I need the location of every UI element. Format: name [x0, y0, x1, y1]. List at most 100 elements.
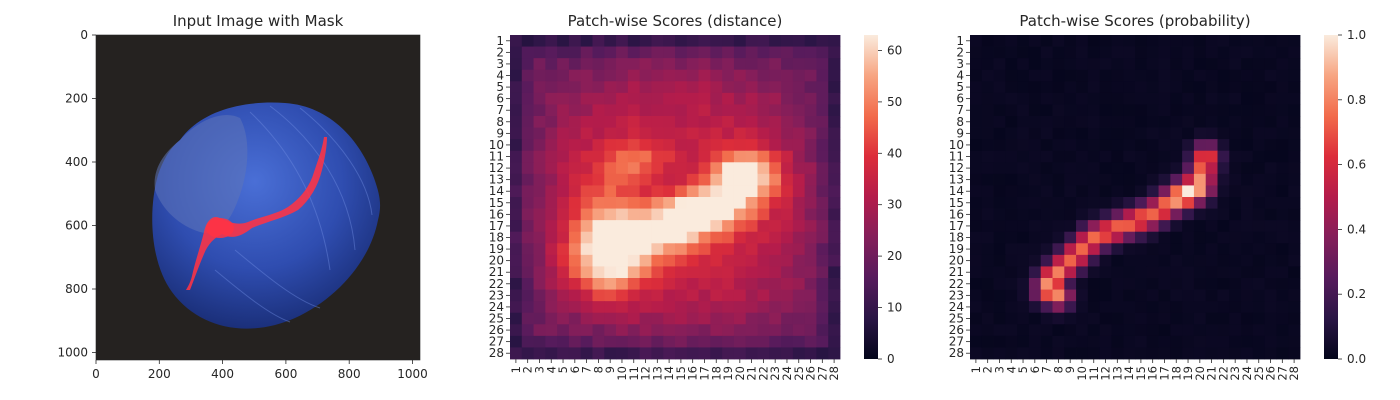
probability-heatmap-cell [1193, 116, 1207, 128]
distance-heatmap-cell [733, 231, 747, 244]
distance-heatmap-cell [521, 150, 534, 163]
probability-heatmap-cell [1241, 278, 1254, 290]
probability-heatmap-cell [1064, 289, 1077, 302]
distance-heatmap-cell [545, 301, 558, 314]
distance-heatmap-col-label: 24 [780, 366, 794, 381]
distance-heatmap-col-label: 5 [556, 366, 570, 373]
distance-heatmap-cell [639, 81, 652, 94]
distance-heatmap-cell [769, 162, 782, 175]
probability-heatmap-cell [1028, 220, 1042, 233]
distance-heatmap-cell [604, 162, 617, 175]
distance-heatmap-cell [722, 150, 735, 163]
distance-heatmap-cell [510, 243, 523, 256]
distance-heatmap-cell [698, 46, 711, 59]
distance-heatmap-cell [510, 347, 523, 360]
probability-heatmap-cell [1276, 289, 1289, 302]
distance-heatmap-cell [769, 92, 782, 105]
distance-heatmap-cell [663, 220, 676, 233]
probability-heatmap-cell [993, 231, 1006, 244]
panel1-x-tick-label: 1000 [397, 367, 428, 381]
probability-heatmap-cell [1111, 197, 1124, 209]
distance-heatmap-cell [627, 150, 641, 163]
probability-heatmap-cell [1052, 173, 1065, 186]
probability-heatmap-cell [970, 289, 983, 302]
distance-heatmap-cell [698, 266, 711, 279]
probability-heatmap-cell [1099, 150, 1112, 163]
probability-heatmap-cell [1276, 312, 1289, 325]
distance-heatmap-cell [651, 139, 664, 152]
distance-heatmap-cell [698, 58, 711, 71]
distance-heatmap-cell [533, 324, 546, 337]
probability-heatmap-cell [1005, 220, 1018, 233]
probability-heatmap-cell [1276, 46, 1289, 59]
probability-heatmap-cell [1158, 347, 1171, 360]
distance-heatmap-cell [557, 173, 570, 186]
probability-heatmap-cell [1064, 347, 1077, 360]
distance-heatmap-cell [568, 347, 582, 360]
distance-heatmap-cell [651, 173, 664, 186]
distance-heatmap-cell [568, 127, 582, 140]
probability-heatmap-cell [1052, 69, 1065, 82]
distance-heatmap-cell [828, 104, 841, 117]
distance-heatmap-cell [533, 139, 546, 152]
probability-heatmap-cell [1158, 139, 1171, 152]
probability-heatmap-cell [970, 278, 983, 290]
distance-heatmap-cell [533, 301, 546, 314]
distance-heatmap-cell [757, 92, 770, 105]
probability-heatmap-row-label: 10 [949, 138, 964, 152]
distance-heatmap-cell [733, 139, 747, 152]
distance-heatmap-cell [733, 335, 747, 348]
distance-heatmap-cell [557, 35, 570, 47]
probability-heatmap-col-label: 16 [1146, 366, 1160, 381]
distance-heatmap-cell [557, 92, 570, 105]
distance-heatmap-cell [722, 35, 735, 47]
distance-heatmap-col-label: 9 [603, 366, 617, 373]
probability-heatmap-cell [1135, 278, 1148, 290]
probability-heatmap-cell [1170, 127, 1183, 140]
distance-heatmap-cell [533, 254, 546, 267]
distance-colorbar-tick: 0 [878, 352, 895, 366]
distance-heatmap-cell [675, 243, 688, 256]
distance-heatmap-cell [545, 104, 558, 117]
distance-heatmap-cell [616, 197, 629, 209]
probability-heatmap-cell [1229, 35, 1242, 47]
probability-heatmap-cell [970, 127, 983, 140]
distance-heatmap-cell [533, 335, 546, 348]
distance-colorbar-tick-label: 0 [887, 352, 895, 366]
probability-heatmap-cell [981, 220, 994, 233]
probability-heatmap-cell [970, 139, 983, 152]
distance-heatmap-cell [580, 81, 593, 94]
probability-heatmap-cell [1217, 278, 1230, 290]
distance-heatmap-cell [592, 335, 605, 348]
probability-heatmap-cell [1264, 185, 1277, 198]
hazelnut-ridges [214, 105, 373, 323]
probability-heatmap-cell [1040, 335, 1053, 348]
probability-heatmap-cell [1040, 254, 1053, 267]
distance-heatmap-cell [816, 243, 829, 256]
probability-heatmap-cell [1087, 335, 1101, 348]
distance-heatmap-cell [769, 104, 782, 117]
distance-heatmap-cell [639, 231, 652, 244]
probability-heatmap-cell [1205, 220, 1218, 233]
probability-heatmap-col-label: 8 [1051, 366, 1065, 373]
probability-heatmap-cell [1229, 278, 1242, 290]
probability-heatmap-cell [1017, 208, 1030, 221]
probability-heatmap-cell [1146, 324, 1159, 337]
distance-heatmap-cell [757, 185, 770, 198]
distance-heatmap-cell [745, 35, 758, 47]
probability-heatmap-cell [1135, 127, 1148, 140]
probability-heatmap-cell [1052, 150, 1065, 163]
distance-heatmap-cell [722, 312, 735, 325]
distance-heatmap-cell [769, 81, 782, 94]
probability-heatmap-cell [1076, 243, 1089, 256]
probability-heatmap-cell [1229, 46, 1242, 59]
distance-heatmap-cell [651, 35, 664, 47]
distance-heatmap-cell [533, 150, 546, 163]
distance-heatmap-cell [733, 150, 747, 163]
probability-heatmap-row-label: 5 [956, 80, 964, 94]
probability-heatmap-cell [1099, 185, 1112, 198]
distance-heatmap-cell [828, 278, 841, 290]
probability-heatmap-cell [1170, 335, 1183, 348]
probability-heatmap-cell [1123, 46, 1136, 59]
probability-colorbar-tick: 1.0 [1338, 28, 1366, 42]
